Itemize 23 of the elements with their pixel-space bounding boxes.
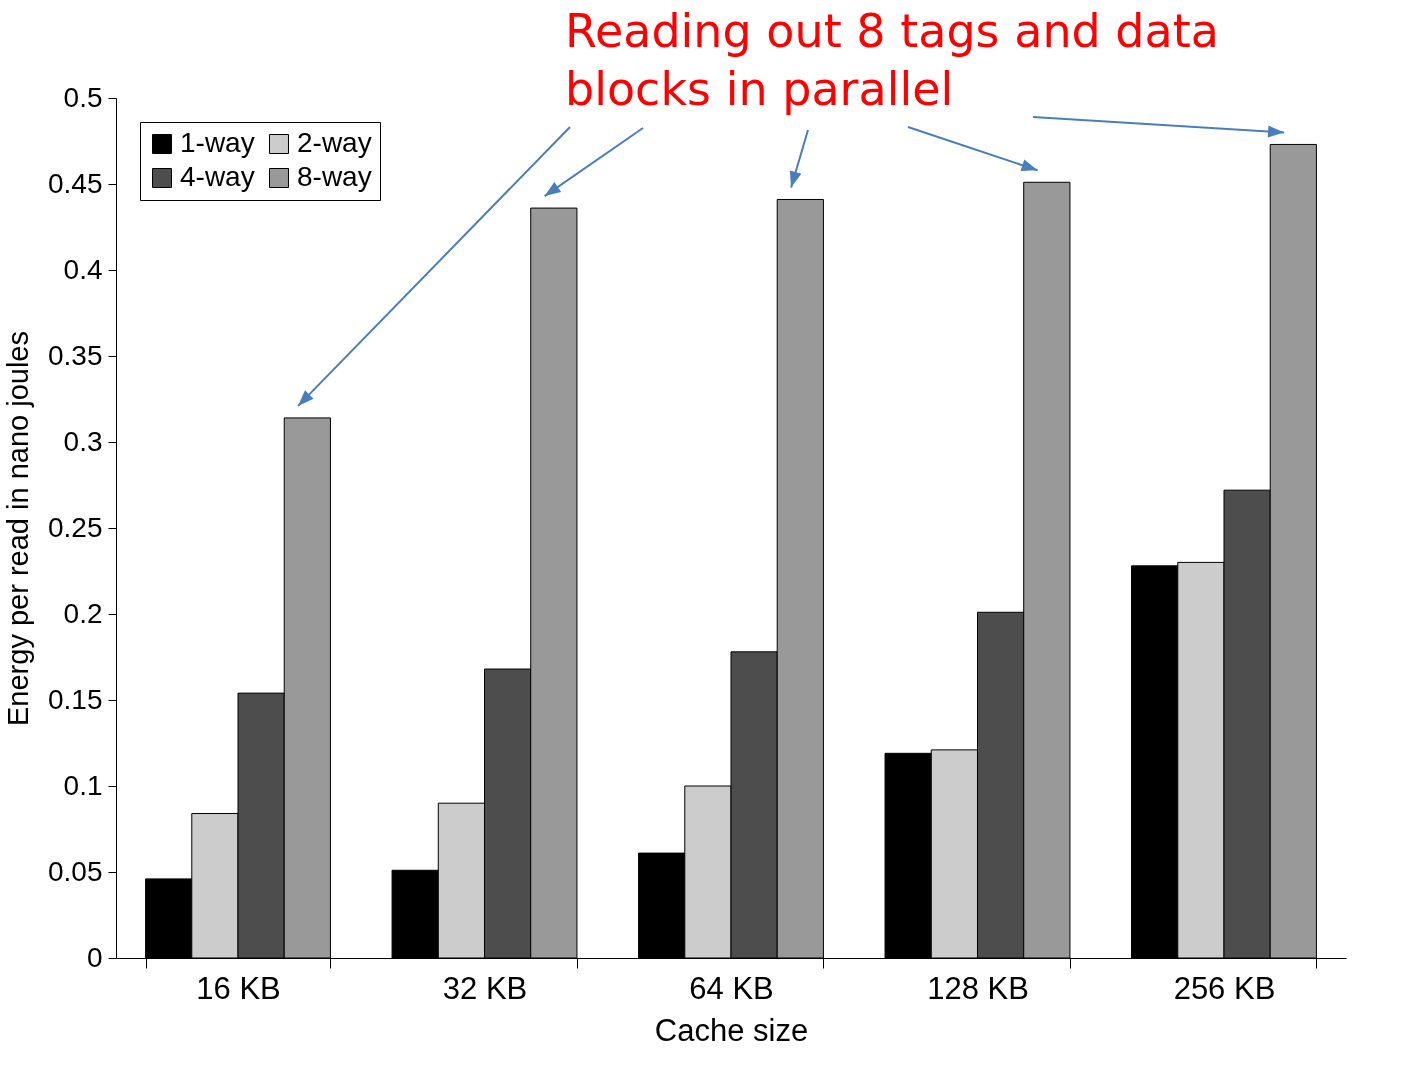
- legend-label: 8-way: [297, 161, 372, 192]
- legend-label: 2-way: [297, 127, 372, 158]
- y-tick-label: 0.5: [63, 81, 103, 113]
- y-axis-title: Energy per read in nano joules: [2, 331, 34, 726]
- legend-label: 1-way: [180, 127, 255, 158]
- x-tick-label: 256 KB: [1173, 970, 1276, 1006]
- y-tick-label: 0.35: [48, 339, 103, 371]
- x-tick-label: 128 KB: [927, 970, 1029, 1006]
- x-axis-title: Cache size: [654, 1012, 809, 1048]
- annotation: Reading out 8 tags and data blocks in parallel: [565, 3, 1220, 118]
- x-tick-label: 64 KB: [689, 970, 774, 1006]
- legend-label: 4-way: [180, 161, 255, 192]
- y-tick-label: 0: [86, 941, 103, 973]
- x-tick-label: 32 KB: [442, 970, 528, 1006]
- y-tick-label: 0.05: [48, 855, 103, 887]
- y-tick-label: 0.25: [48, 511, 103, 543]
- x-tick-label: 16 KB: [196, 970, 281, 1006]
- y-tick-label: 0.15: [48, 683, 103, 715]
- y-tick-label: 0.3: [63, 425, 103, 457]
- y-tick-label: 0.45: [48, 167, 103, 199]
- y-tick-label: 0.2: [63, 597, 103, 629]
- y-tick-label: 0.4: [63, 253, 103, 285]
- y-tick-label: 0.1: [63, 769, 103, 801]
